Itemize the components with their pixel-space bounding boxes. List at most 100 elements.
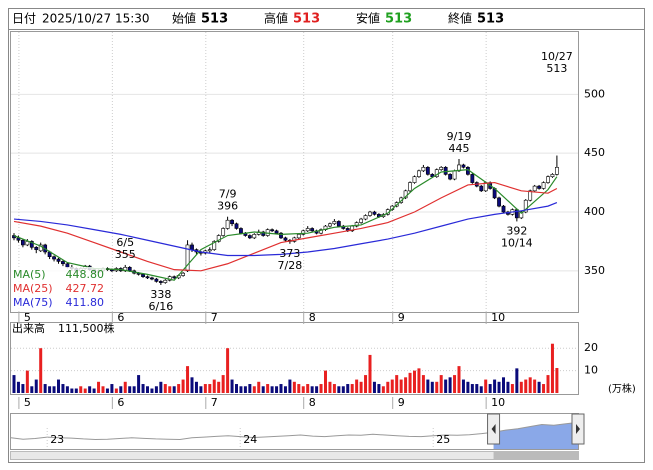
volume-bar [221, 375, 225, 393]
volume-bar [453, 375, 457, 393]
x-tick-label: 6 [117, 396, 124, 409]
volume-bar [355, 379, 359, 393]
volume-bar [172, 386, 176, 393]
volume-bar [297, 384, 301, 393]
volume-bar [310, 386, 314, 393]
navigator-handle[interactable] [487, 413, 501, 445]
volume-bar [368, 354, 372, 393]
candle-body [541, 182, 546, 189]
volume-bar [279, 384, 283, 393]
volume-bar [510, 384, 514, 393]
volume-bar [555, 368, 559, 393]
navigator-handle[interactable] [571, 413, 585, 445]
volume-bar [528, 377, 532, 393]
volume-bar [515, 368, 519, 393]
volume-bar [479, 386, 483, 393]
volume-bar [154, 386, 158, 393]
open: 513 [201, 12, 228, 27]
volume-bar [386, 381, 390, 393]
low: 513 [385, 12, 412, 27]
candle-body [332, 221, 337, 225]
volume-bar [83, 388, 87, 393]
x-tick-label: 5 [24, 396, 31, 409]
candle-body [221, 228, 226, 236]
volume-bar [57, 379, 60, 393]
volume-title: 出来高 [12, 321, 45, 335]
volume-bar [150, 388, 154, 393]
volume-bar [324, 370, 327, 393]
candle-body [363, 215, 368, 220]
candle-body [25, 241, 30, 246]
volume-bar [226, 348, 230, 393]
volume-bar [377, 384, 381, 393]
volume-bar [306, 384, 310, 393]
candle-body [470, 174, 475, 183]
volume-bar [524, 379, 528, 393]
x-tick-label: 7 [211, 311, 218, 324]
candle-body [430, 174, 435, 178]
volume-bar [408, 372, 412, 393]
volume-bar [275, 386, 279, 393]
volume-bar [502, 377, 505, 393]
annotation-date: 6/16 [148, 300, 173, 313]
volume-bar [475, 384, 479, 393]
candle-body [158, 281, 163, 283]
candle-body [34, 246, 39, 250]
ma-line [13, 202, 558, 257]
candle-body [252, 234, 257, 239]
volume-bar [270, 386, 274, 393]
volume-bar [519, 381, 523, 393]
volume-bar [230, 379, 234, 393]
scroll-thumb[interactable] [493, 452, 578, 459]
volume-bar [114, 388, 118, 393]
candle-body [38, 244, 43, 252]
candle-body [141, 274, 145, 278]
candle-body [225, 219, 230, 229]
annotation-date: 10/14 [501, 236, 533, 249]
annotation-date: 9/19 [447, 130, 472, 143]
volume-bar [350, 384, 354, 393]
volume-bar [97, 381, 101, 393]
volume-bar [190, 377, 194, 393]
candle-body [163, 279, 168, 283]
volume-bar [163, 384, 167, 393]
volume-bar [506, 381, 510, 393]
volume-bar [16, 381, 20, 393]
volume-bar [212, 379, 216, 393]
candle-body [270, 229, 275, 232]
y-tick-label: 450 [584, 146, 605, 159]
volume-bar [12, 375, 16, 393]
volume-bar [461, 379, 465, 393]
candle-body [20, 239, 25, 246]
navigator-line [10, 421, 579, 440]
scrollbar[interactable] [10, 451, 579, 460]
x-tick-label: 10 [491, 311, 505, 324]
candle-body [550, 174, 555, 178]
x-tick-label: 9 [398, 396, 405, 409]
volume-bar [337, 386, 341, 393]
candle-body [408, 182, 412, 192]
candle-body [554, 166, 559, 175]
candle-body [56, 258, 61, 262]
volume-bar [25, 370, 29, 393]
volume-bar [181, 379, 185, 393]
volume-bar [426, 379, 430, 393]
volume-bar [266, 384, 270, 393]
candle-body [212, 241, 217, 250]
x-tick-label: 8 [309, 396, 316, 409]
volume-bar [105, 388, 109, 393]
volume-bar [417, 368, 421, 393]
candle-body [403, 190, 408, 199]
annotation-value: 338 [150, 288, 171, 301]
volume-bar [533, 379, 537, 393]
volume-bar [390, 379, 394, 393]
candle-body [234, 223, 239, 229]
candle-body [532, 185, 537, 192]
candle-body [150, 277, 154, 280]
candle-body [247, 235, 252, 239]
volume-bar [92, 388, 96, 393]
candle-body [546, 176, 550, 183]
legend-box [11, 267, 106, 311]
volume-bar [439, 375, 443, 393]
